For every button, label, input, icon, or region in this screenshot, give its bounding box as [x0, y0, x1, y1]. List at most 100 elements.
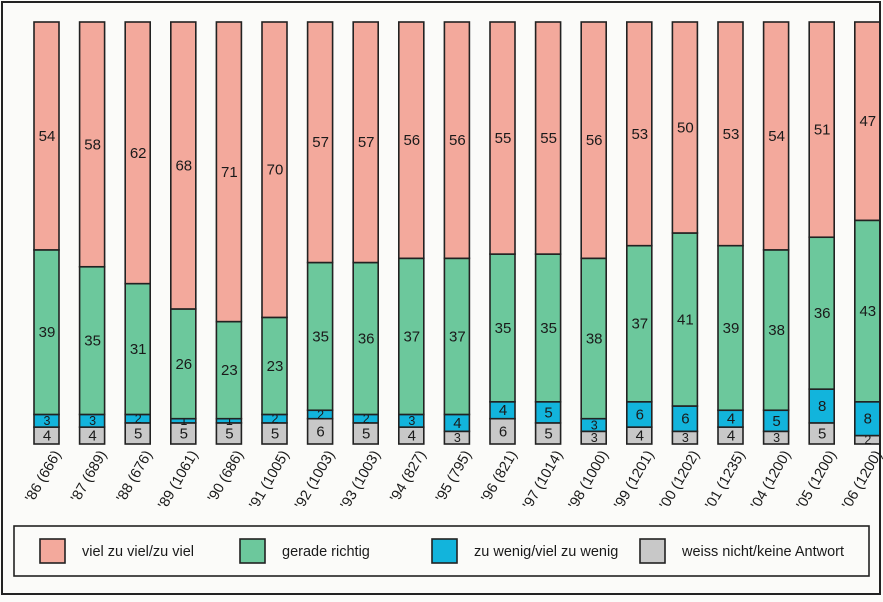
data-label: 35 [495, 320, 512, 337]
data-label: 51 [814, 122, 831, 139]
data-label: 68 [175, 157, 192, 174]
data-label: 39 [723, 320, 740, 337]
bar-segment-gerade-richtig [124, 282, 151, 416]
bar-segment-gerade-richtig [261, 316, 288, 416]
data-label: 58 [84, 136, 101, 153]
bar-segment-viel-zu-viel-zu-viel [762, 21, 790, 251]
bar-segment-viel-zu-viel-zu-viel [580, 21, 608, 260]
data-label: 55 [495, 130, 512, 147]
x-tick-label: '96 (821) [479, 448, 521, 505]
bar-segment-viel-zu-viel-zu-viel [717, 21, 744, 247]
data-label: 3 [682, 431, 689, 445]
data-label: 6 [316, 423, 324, 440]
x-tick-label: '89 (1061) [155, 448, 201, 512]
data-label: 8 [818, 398, 826, 415]
data-label: 5 [134, 425, 142, 442]
data-label: 41 [677, 311, 694, 328]
x-tick-label: '87 (689) [68, 448, 110, 505]
data-label: 5 [544, 425, 552, 442]
data-label: 5 [271, 425, 279, 442]
data-label: 3 [591, 431, 598, 445]
legend-box [13, 525, 870, 577]
data-label: 3 [89, 414, 96, 428]
data-label: 2 [363, 412, 370, 426]
x-tick-label: '93 (1003) [338, 448, 384, 512]
data-label: 53 [631, 126, 648, 143]
bar-segment-viel-zu-viel-zu-viel [397, 21, 425, 260]
data-label: 43 [859, 303, 876, 320]
data-label: 62 [130, 145, 147, 162]
bar-segment-viel-zu-viel-zu-viel [170, 21, 197, 310]
bar-segment-viel-zu-viel-zu-viel [671, 21, 699, 234]
data-label: 47 [859, 113, 876, 130]
data-label: 53 [723, 126, 740, 143]
x-tick-label: '01 (1235) [703, 448, 749, 512]
bar-segment-zu-wenig-viel-zu-wenig [625, 400, 653, 428]
data-label: 4 [727, 428, 735, 445]
data-label: 5 [225, 425, 233, 442]
data-label: 2 [317, 408, 324, 422]
data-label: 70 [267, 162, 284, 179]
legend-swatch-gerade-richtig [239, 538, 266, 564]
legend-label: zu wenig/viel zu wenig [474, 544, 618, 560]
data-label: 50 [677, 119, 694, 136]
data-label: 4 [408, 428, 416, 445]
legend-swatch-viel-zu-viel-zu-viel [39, 538, 66, 564]
data-label: 8 [864, 411, 872, 428]
bar-segment-viel-zu-viel-zu-viel [124, 21, 151, 285]
bar-segment-viel-zu-viel-zu-viel [853, 21, 881, 222]
bar-segment-viel-zu-viel-zu-viel [78, 21, 106, 268]
data-label: 5 [180, 425, 188, 442]
bar-segment-gerade-richtig [717, 244, 744, 412]
data-label: 3 [454, 431, 461, 445]
x-tick-label: '06 (1200) [839, 448, 883, 512]
data-label: 54 [768, 128, 785, 145]
bar-segment-gerade-richtig [808, 236, 836, 390]
data-label: 36 [358, 330, 375, 347]
data-label: 37 [631, 316, 648, 333]
data-label: 4 [727, 411, 735, 428]
x-tick-label: '00 (1202) [657, 448, 703, 512]
bar-segment-viel-zu-viel-zu-viel [215, 21, 243, 323]
bar-segment-viel-zu-viel-zu-viel [534, 21, 562, 255]
data-label: 56 [586, 132, 603, 149]
legend-label: weiss nicht/keine Antwort [681, 544, 844, 560]
data-label: 31 [130, 341, 147, 358]
data-label: 57 [312, 134, 329, 151]
data-label: 6 [681, 411, 689, 428]
data-label: 56 [449, 132, 466, 149]
data-label: 54 [39, 128, 56, 145]
x-tick-label: '97 (1014) [520, 448, 566, 512]
data-label: 4 [499, 402, 507, 419]
data-label: 4 [636, 428, 644, 445]
bar-segment-viel-zu-viel-zu-viel [33, 21, 60, 251]
x-tick-label: '04 (1200) [748, 448, 794, 512]
bar-segment-gerade-richtig [534, 253, 562, 403]
data-label: 35 [312, 328, 329, 345]
data-label: 36 [814, 305, 831, 322]
data-label: 57 [358, 134, 375, 151]
bar-segment-gerade-richtig [671, 232, 699, 407]
data-label: 5 [818, 425, 826, 442]
legend-swatch-zu-wenig-viel-zu-wenig [431, 538, 458, 564]
x-tick-label: '86 (666) [23, 448, 65, 505]
x-tick-label: '91 (1005) [247, 448, 293, 512]
data-label: 3 [773, 431, 780, 445]
x-tick-label: '98 (1000) [566, 448, 612, 512]
bar-segment-gerade-richtig [215, 320, 243, 420]
legend-label: gerade richtig [282, 544, 370, 560]
bar-segment-gerade-richtig [352, 261, 380, 416]
data-label: 37 [403, 328, 420, 345]
data-label: 2 [135, 412, 142, 426]
data-label: 35 [540, 320, 557, 337]
data-label: 6 [636, 406, 644, 423]
bar-segment-gerade-richtig [78, 265, 106, 416]
bar-segment-gerade-richtig [625, 244, 653, 403]
bar-segment-viel-zu-viel-zu-viel [352, 21, 380, 264]
bar-segment-gerade-richtig [397, 257, 425, 416]
bar-segment-zu-wenig-viel-zu-wenig [808, 388, 836, 424]
bar-segment-viel-zu-viel-zu-viel [306, 21, 334, 264]
data-label: 37 [449, 328, 466, 345]
